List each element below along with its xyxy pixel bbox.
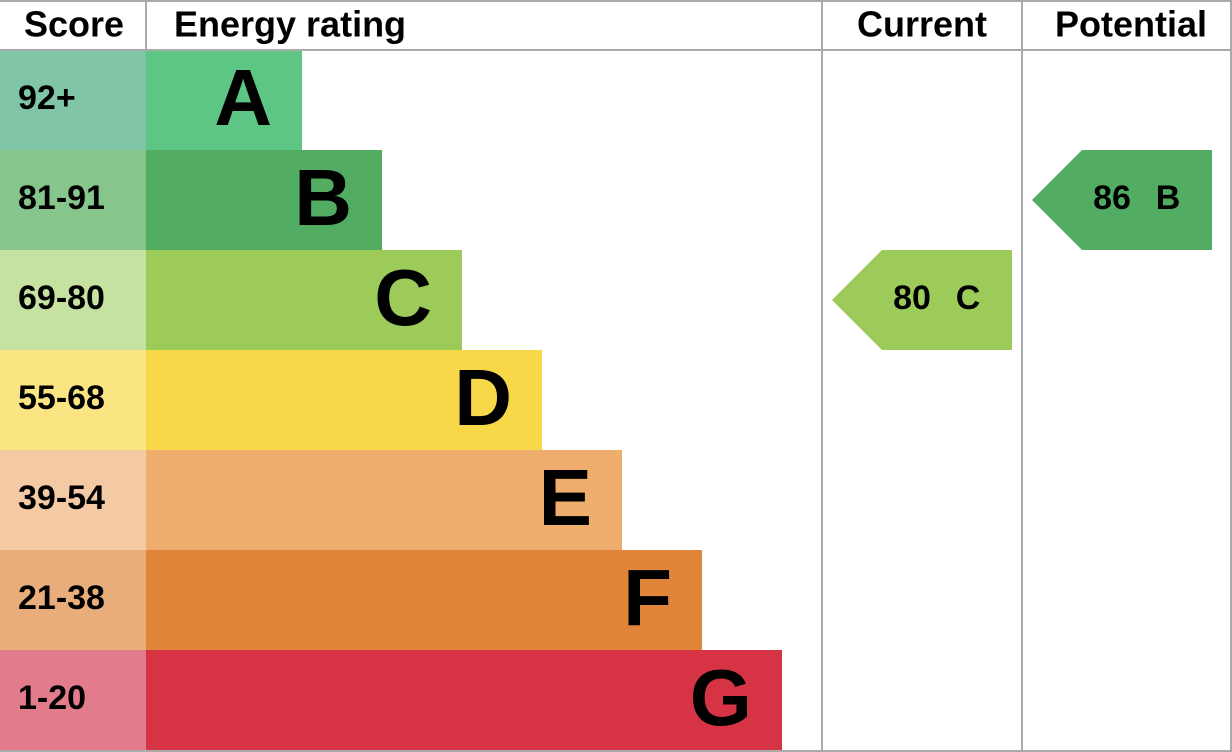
score-cell (0, 50, 146, 150)
rating-letter: D (454, 353, 512, 442)
potential-rating: B (1156, 179, 1181, 217)
rating-bar (146, 250, 462, 350)
score-range: 92+ (18, 79, 76, 117)
score-range: 39-54 (18, 479, 105, 517)
rating-bar (146, 50, 302, 150)
rating-header: Energy rating (174, 4, 406, 45)
score-range: 1-20 (18, 679, 86, 717)
potential-score: 86 (1093, 179, 1131, 217)
rating-letter: C (374, 253, 432, 342)
rating-bar (146, 550, 702, 650)
rating-bar (146, 450, 622, 550)
current-header: Current (857, 4, 987, 45)
score-range: 69-80 (18, 279, 105, 317)
score-header: Score (24, 4, 124, 45)
rating-bar (146, 650, 782, 750)
rating-letter: E (539, 453, 592, 542)
rating-letter: A (214, 53, 272, 142)
score-cell (0, 150, 146, 250)
score-cell (0, 650, 146, 750)
rating-letter: B (294, 153, 352, 242)
potential-header: Potential (1055, 4, 1207, 45)
score-range: 21-38 (18, 579, 105, 617)
score-cell (0, 250, 146, 350)
current-rating: C (956, 279, 981, 317)
rating-bar (146, 350, 542, 450)
score-cell (0, 450, 146, 550)
current-arrow (832, 250, 1012, 350)
rating-letter: F (623, 553, 672, 642)
rating-letter: G (690, 653, 752, 742)
score-range: 55-68 (18, 379, 105, 417)
current-score: 80 (893, 279, 931, 317)
potential-arrow (1032, 150, 1212, 250)
score-cell (0, 550, 146, 650)
score-cell (0, 350, 146, 450)
score-range: 81-91 (18, 179, 105, 217)
rating-bar (146, 150, 382, 250)
